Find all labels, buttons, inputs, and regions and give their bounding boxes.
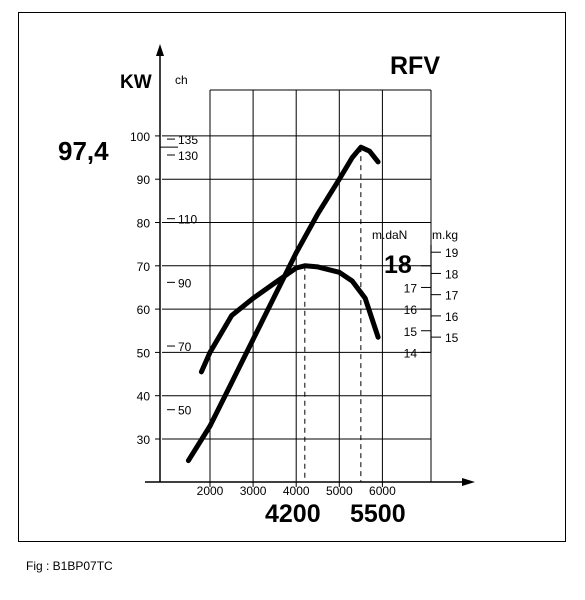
torque-peak-label: 18 [384,251,412,279]
kw-tick-label: 100 [130,130,150,144]
chart-frame [18,12,566,542]
ch-tick-label: 110 [178,213,197,227]
kw-axis-label: KW [120,72,152,93]
ch-tick-label: 135 [178,133,198,147]
mdan-tick-label: 17 [404,281,418,295]
kw-tick-label: 80 [137,217,151,231]
mdan-tick-label: 16 [404,303,418,317]
kw-tick-label: 30 [137,433,151,447]
power-peak-label: 97,4 [58,136,109,166]
torque-curve [198,263,381,375]
grid [162,89,432,482]
figure-caption: Fig : B1BP07TC [26,559,113,573]
mdan-axis-label: m.daN [372,228,407,242]
chart-title: RFV [390,52,440,80]
ch-tick-label: 50 [178,404,192,418]
rpm-tick-label: 2000 [197,484,224,498]
mkg-tick-label: 18 [445,267,459,281]
rpm-highlight-4200: 4200 [265,500,321,528]
mkg-tick-label: 17 [445,289,459,303]
axes [145,44,475,487]
mkg-axis-label: m.kg [432,228,458,242]
rpm-tick-label: 4000 [283,484,310,498]
kw-tick-label: 60 [137,303,151,317]
kw-tick-label: 90 [137,173,151,187]
rpm-highlight-5500: 5500 [350,500,406,528]
mdan-tick-label: 15 [404,325,418,339]
curves [160,144,381,482]
rpm-tick-label: 3000 [240,484,267,498]
y-axis-arrow [156,44,164,56]
ch-tick-label: 70 [178,340,192,354]
mkg-tick-label: 15 [445,331,459,345]
power-curve [185,144,381,464]
mdan-tick-label: 14 [404,346,418,360]
ch-axis-label: ch [175,73,188,87]
kw-tick-label: 50 [137,346,151,360]
ch-tick-label: 90 [178,276,192,290]
x-axis-arrow [462,478,475,486]
axis-labels: RFV KW ch 97,4 m.daN m.kg 18 4200 5500 [58,52,458,528]
rpm-tick-label: 6000 [369,484,396,498]
mkg-tick-label: 19 [445,246,459,260]
kw-tick-label: 40 [137,390,151,404]
ch-tick-label: 130 [178,149,198,163]
mkg-tick-label: 16 [445,310,459,324]
tick-labels: 30 40 50 60 70 80 90 100 50 70 90 110 130 135 14 15 16 17… [130,130,459,498]
kw-tick-label: 70 [137,260,151,274]
rpm-tick-label: 5000 [326,484,353,498]
